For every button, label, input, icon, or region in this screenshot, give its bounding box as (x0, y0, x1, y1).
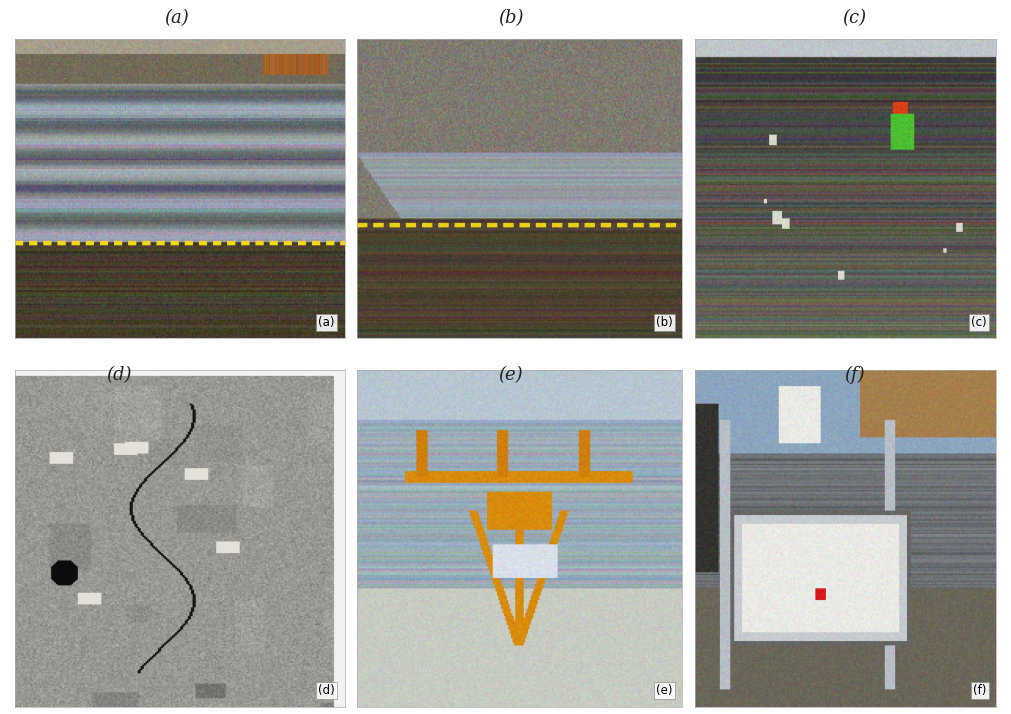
Text: (b): (b) (497, 9, 524, 27)
Text: (e): (e) (498, 366, 523, 384)
Text: (b): (b) (656, 316, 672, 329)
Text: (c): (c) (842, 9, 866, 27)
Text: (a): (a) (318, 316, 335, 329)
Text: (e): (e) (656, 684, 672, 697)
Text: (d): (d) (106, 366, 132, 384)
Text: (d): (d) (318, 684, 335, 697)
Text: (a): (a) (165, 9, 189, 27)
Text: (f): (f) (974, 684, 987, 697)
Text: (f): (f) (844, 366, 864, 384)
Text: (c): (c) (972, 316, 987, 329)
